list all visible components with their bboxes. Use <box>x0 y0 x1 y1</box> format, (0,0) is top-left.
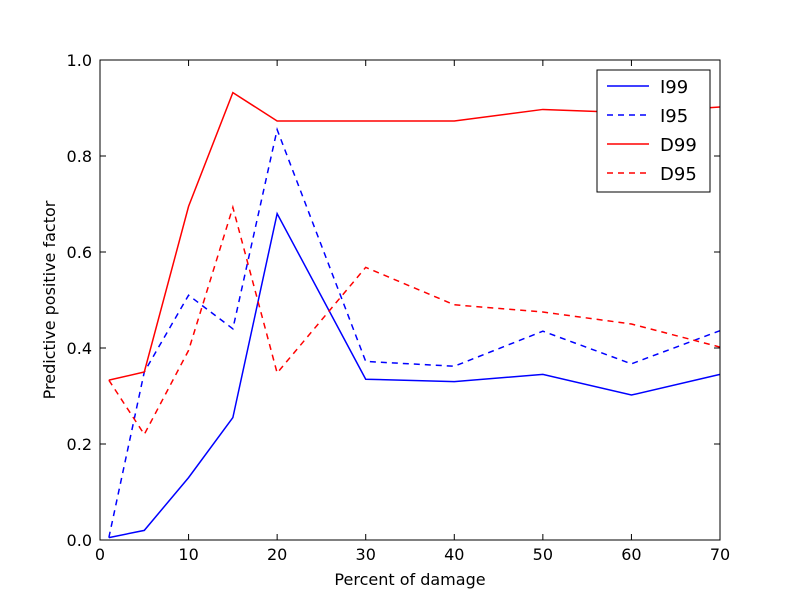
x-tick-label: 70 <box>710 545 730 564</box>
series-layer <box>108 91 721 539</box>
plot-frame <box>99 59 721 541</box>
y-tick-label: 0.6 <box>67 243 92 262</box>
x-tick-label: 20 <box>267 545 287 564</box>
ticks-layer: 0 10 20 30 40 50 60 70 0.0 0.2 0.4 0.6 0.8 1.0 <box>67 51 731 564</box>
y-axis-label: Predictive positive factor <box>40 200 59 399</box>
x-tick-label: 60 <box>621 545 641 564</box>
legend-box <box>596 69 711 193</box>
y-tick-label: 0.8 <box>67 147 92 166</box>
legend-label-d99: D99 <box>660 135 697 156</box>
y-tick-label: 0.2 <box>67 435 92 454</box>
series-line-i99 <box>108 211 721 539</box>
x-axis-label: Percent of damage <box>334 570 485 589</box>
series-line-d95 <box>108 204 721 436</box>
y-tick-label: 0.0 <box>67 531 92 550</box>
y-tick-label: 0.4 <box>67 339 92 358</box>
series-line-d99 <box>108 91 721 381</box>
x-tick-label: 10 <box>178 545 198 564</box>
x-tick-label: 0 <box>95 545 105 564</box>
legend: I99 I95 D99 D95 <box>596 69 711 193</box>
y-tick-label: 1.0 <box>67 51 92 70</box>
series-line-i95 <box>108 127 721 538</box>
legend-label-i99: I99 <box>660 77 688 98</box>
x-tick-label: 50 <box>533 545 553 564</box>
legend-label-i95: I95 <box>660 106 688 127</box>
x-tick-label: 30 <box>356 545 376 564</box>
legend-label-d95: D95 <box>660 164 697 185</box>
x-tick-label: 40 <box>444 545 464 564</box>
